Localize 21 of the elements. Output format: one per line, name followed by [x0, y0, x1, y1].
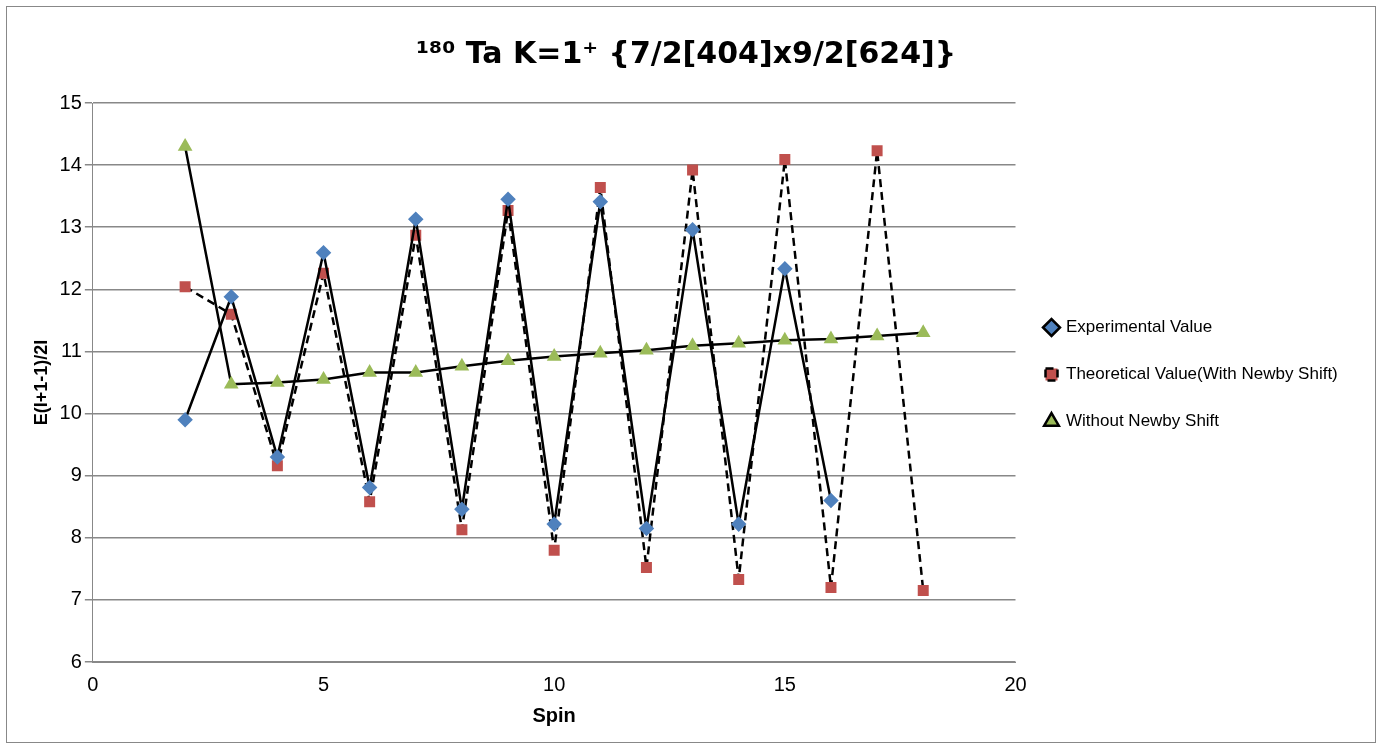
- y-tick-label: 13: [59, 214, 82, 237]
- y-axis-title: E(I+1-1)/2I: [30, 339, 51, 426]
- legend-label: Theoretical Value(With Newby Shift): [1066, 364, 1338, 384]
- x-tick-label: 15: [773, 672, 796, 695]
- x-tick-label: 20: [1004, 672, 1027, 695]
- y-tick-label: 6: [70, 649, 82, 672]
- x-tick-label: 0: [87, 672, 99, 695]
- y-tick-label: 8: [70, 525, 82, 548]
- y-tick-label: 11: [61, 338, 82, 361]
- y-tick-label: 15: [59, 90, 82, 113]
- legend-label: Without Newby Shift: [1066, 411, 1220, 431]
- y-tick-label: 12: [59, 276, 82, 299]
- y-tick-label: 14: [59, 152, 82, 175]
- y-tick-label: 10: [59, 401, 82, 424]
- x-tick-label: 5: [317, 672, 330, 695]
- x-axis-title: Spin: [532, 703, 576, 726]
- x-tick-label: 10: [543, 672, 566, 695]
- legend-label: Experimental Value: [1066, 317, 1213, 337]
- chart-title: ¹⁸⁰ Ta K=1⁺ {7/2[404]x9/2[624]}: [415, 34, 957, 70]
- y-tick-label: 7: [70, 587, 82, 610]
- y-tick-label: 9: [70, 463, 82, 486]
